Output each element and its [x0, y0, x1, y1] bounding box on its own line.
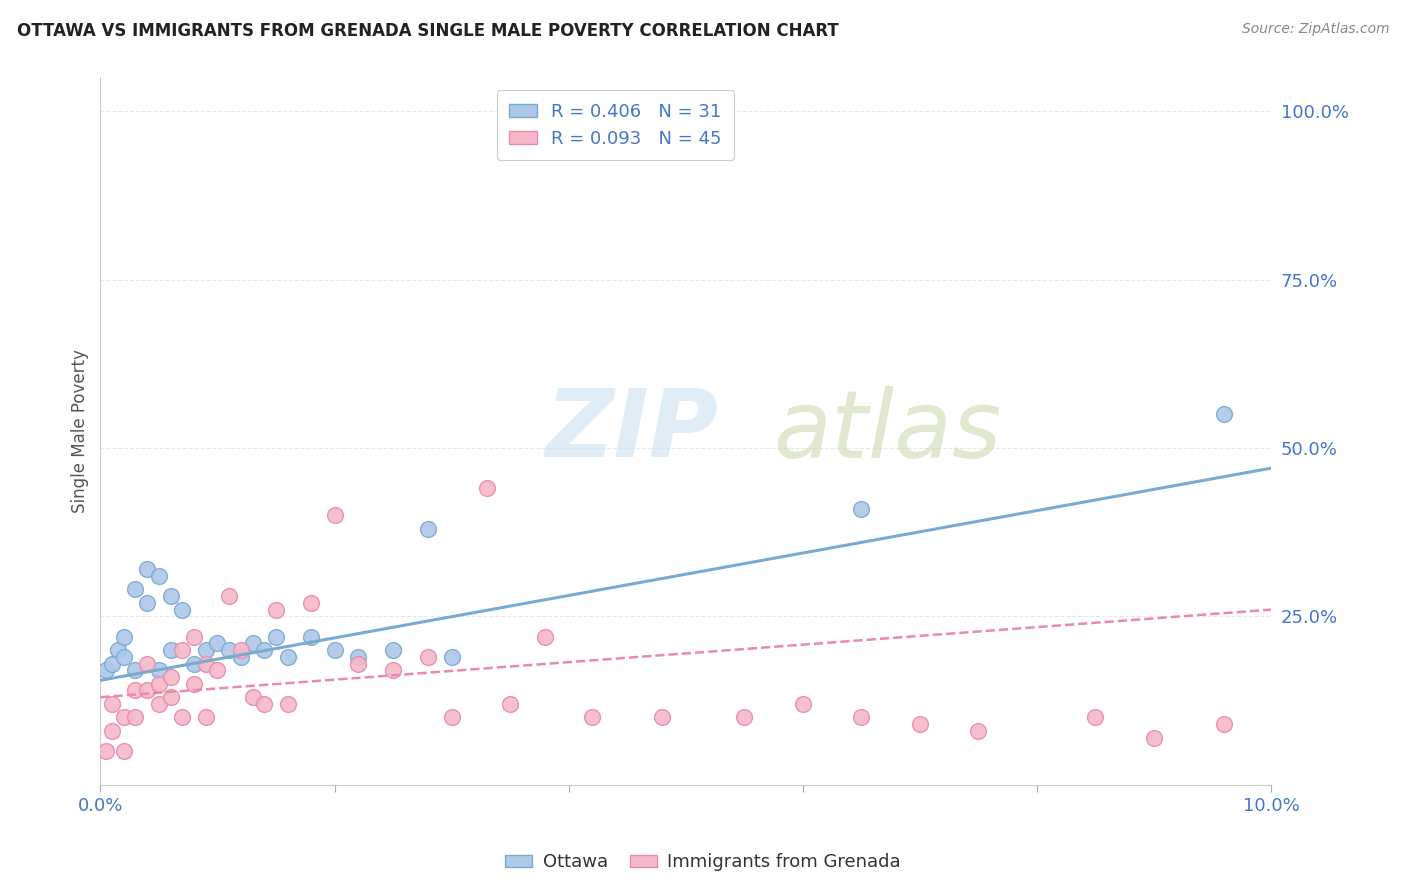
Point	[96, 744, 118, 758]
Point	[499, 697, 522, 711]
Point	[159, 589, 181, 603]
Point	[96, 663, 118, 677]
Point	[148, 697, 170, 711]
Point	[112, 744, 135, 758]
Point	[136, 683, 159, 698]
Point	[136, 596, 159, 610]
Point	[534, 630, 557, 644]
Point	[107, 643, 129, 657]
Point	[194, 643, 217, 657]
Point	[1143, 731, 1166, 745]
Point	[347, 657, 370, 671]
Point	[418, 649, 440, 664]
Point	[159, 643, 181, 657]
Point	[347, 649, 370, 664]
Y-axis label: Single Male Poverty: Single Male Poverty	[72, 349, 89, 513]
Point	[851, 710, 873, 724]
Point	[172, 643, 194, 657]
Point	[148, 569, 170, 583]
Point	[299, 596, 322, 610]
Point	[242, 690, 264, 705]
Point	[148, 676, 170, 690]
Point	[908, 717, 931, 731]
Point	[218, 643, 240, 657]
Point	[475, 481, 498, 495]
Point	[581, 710, 603, 724]
Text: atlas: atlas	[773, 385, 1002, 476]
Legend: R = 0.406   N = 31, R = 0.093   N = 45: R = 0.406 N = 31, R = 0.093 N = 45	[496, 90, 734, 161]
Point	[1213, 717, 1236, 731]
Point	[253, 697, 276, 711]
Point	[792, 697, 814, 711]
Point	[112, 710, 135, 724]
Point	[101, 657, 124, 671]
Point	[172, 710, 194, 724]
Point	[172, 602, 194, 616]
Point	[183, 657, 205, 671]
Point	[159, 670, 181, 684]
Point	[101, 697, 124, 711]
Point	[277, 697, 299, 711]
Point	[242, 636, 264, 650]
Point	[851, 501, 873, 516]
Point	[124, 582, 146, 597]
Point	[264, 602, 287, 616]
Point	[1213, 407, 1236, 421]
Point	[323, 643, 346, 657]
Point	[148, 663, 170, 677]
Point	[112, 649, 135, 664]
Point	[382, 663, 405, 677]
Text: ZIP: ZIP	[546, 385, 718, 477]
Point	[194, 710, 217, 724]
Point	[1084, 710, 1107, 724]
Point	[299, 630, 322, 644]
Point	[136, 657, 159, 671]
Text: Source: ZipAtlas.com: Source: ZipAtlas.com	[1241, 22, 1389, 37]
Point	[207, 663, 229, 677]
Point	[101, 723, 124, 738]
Point	[183, 676, 205, 690]
Point	[651, 710, 673, 724]
Point	[440, 710, 463, 724]
Point	[136, 562, 159, 576]
Point	[264, 630, 287, 644]
Legend: Ottawa, Immigrants from Grenada: Ottawa, Immigrants from Grenada	[498, 847, 908, 879]
Point	[112, 630, 135, 644]
Point	[124, 663, 146, 677]
Point	[967, 723, 990, 738]
Point	[124, 683, 146, 698]
Point	[207, 636, 229, 650]
Text: OTTAWA VS IMMIGRANTS FROM GRENADA SINGLE MALE POVERTY CORRELATION CHART: OTTAWA VS IMMIGRANTS FROM GRENADA SINGLE…	[17, 22, 838, 40]
Point	[218, 589, 240, 603]
Point	[418, 522, 440, 536]
Point	[733, 710, 755, 724]
Point	[229, 649, 252, 664]
Point	[382, 643, 405, 657]
Point	[253, 643, 276, 657]
Point	[183, 630, 205, 644]
Point	[323, 508, 346, 523]
Point	[277, 649, 299, 664]
Point	[194, 657, 217, 671]
Point	[159, 690, 181, 705]
Point	[124, 710, 146, 724]
Point	[440, 649, 463, 664]
Point	[229, 643, 252, 657]
